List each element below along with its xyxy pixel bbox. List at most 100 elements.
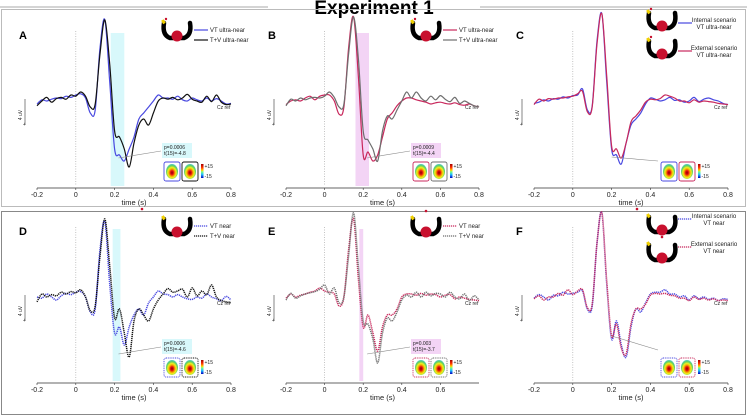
x-tick-label: 0.6 bbox=[436, 192, 446, 199]
colorbar bbox=[698, 360, 701, 374]
legend-label: T+V ultra-near bbox=[459, 38, 498, 44]
scale-bar-sign: + bbox=[272, 318, 275, 324]
colorbar-min-label: -15 bbox=[205, 174, 212, 180]
reference-label: Cz ref bbox=[465, 301, 479, 307]
legend-label-line: Internal scenario bbox=[692, 18, 737, 24]
stats-text: p=0.003 bbox=[413, 341, 431, 347]
series-line-2 bbox=[36, 19, 232, 168]
x-tick-label: 0.8 bbox=[226, 192, 236, 199]
x-tick-label: 0.6 bbox=[436, 387, 446, 394]
stats-text: p=0.0009 bbox=[413, 145, 434, 151]
legend-label-line: VT ultra-near bbox=[697, 53, 732, 59]
x-tick-label: 0.6 bbox=[187, 387, 197, 394]
series-line-1 bbox=[533, 11, 729, 165]
stats-box bbox=[411, 339, 441, 354]
scale-bar-label: 4 uV bbox=[267, 109, 273, 120]
stats-text: t(15)=-4.4 bbox=[413, 151, 435, 157]
legend-label: T+V near bbox=[459, 234, 484, 240]
hand-marker bbox=[646, 241, 651, 247]
x-tick-label: 0.2 bbox=[110, 192, 120, 199]
legend-label: T+V near bbox=[210, 234, 235, 240]
legend-label-line: External scenario bbox=[691, 46, 738, 52]
colorbar bbox=[698, 164, 701, 178]
x-tick-label: 0.8 bbox=[723, 192, 733, 199]
x-axis-label: time (s) bbox=[619, 198, 645, 207]
callout-line bbox=[611, 335, 659, 351]
legend-label-line: External scenario bbox=[691, 242, 738, 248]
x-tick-label: 0.4 bbox=[149, 387, 159, 394]
panel-letter: E bbox=[268, 226, 275, 238]
x-tick-label: -0.2 bbox=[31, 192, 43, 199]
stimulus-dot bbox=[413, 17, 417, 21]
callout-line bbox=[367, 346, 411, 355]
panel-letter: D bbox=[19, 226, 27, 238]
legend-label-line: VT near bbox=[703, 249, 724, 255]
trunk-target bbox=[420, 226, 432, 238]
panel-d: D +4 uV -0.2 0 0.2 0.4 0.6 0.8 time (s) Cz ref VT … bbox=[18, 207, 236, 402]
arm-schematic-icon bbox=[410, 17, 442, 42]
x-tick-label: 0 bbox=[571, 387, 575, 394]
arm-schematic-icon bbox=[161, 17, 193, 42]
panel-a: A +4 uV -0.2 0 0.2 0.4 0.6 0.8 time (s) Cz ref VT … bbox=[18, 17, 249, 207]
series-line-1 bbox=[36, 18, 232, 162]
x-tick-label: 0 bbox=[74, 192, 78, 199]
legend-label-line: Internal scenario bbox=[692, 214, 737, 220]
series-line-1 bbox=[285, 15, 480, 162]
colorbar-min-label: -15 bbox=[454, 174, 461, 180]
hand-marker bbox=[161, 215, 166, 221]
stats-box bbox=[162, 339, 192, 354]
scale-bar-label: 4 uV bbox=[18, 109, 24, 120]
panel-e: E +4 uV -0.2 0 0.2 0.4 0.6 time (s) Cz ref VT nea… bbox=[267, 209, 484, 402]
series-line-2 bbox=[533, 211, 729, 357]
x-tick-label: 0.4 bbox=[646, 387, 656, 394]
arm-schematic-icon bbox=[646, 235, 678, 264]
legend-label-line: VT near bbox=[703, 221, 724, 227]
significance-band bbox=[112, 229, 121, 381]
colorbar-max-label: +15 bbox=[702, 164, 711, 170]
x-tick-label: -0.2 bbox=[528, 387, 540, 394]
scale-bar-sign: + bbox=[520, 318, 523, 324]
series-line-1 bbox=[533, 210, 729, 359]
x-tick-label: -0.2 bbox=[280, 192, 292, 199]
arm-schematic-icon bbox=[140, 207, 193, 238]
hand-marker bbox=[646, 213, 651, 219]
topo-map bbox=[166, 360, 178, 375]
hand-marker bbox=[410, 19, 415, 25]
topo-map bbox=[681, 360, 693, 375]
colorbar bbox=[201, 360, 204, 374]
topo-map bbox=[166, 164, 178, 179]
x-tick-label: 0.4 bbox=[149, 192, 159, 199]
colorbar-min-label: -15 bbox=[702, 174, 709, 180]
legend-label: External scenario VT near bbox=[691, 242, 738, 255]
colorbar-min-label: -15 bbox=[702, 370, 709, 376]
x-tick-label: 0.2 bbox=[110, 387, 120, 394]
legend-label: VT ultra-near bbox=[210, 28, 245, 34]
reference-label: Cz ref bbox=[217, 301, 231, 307]
row-frame-bottom bbox=[1, 211, 746, 415]
panel-letter: C bbox=[516, 30, 524, 42]
trunk-target bbox=[656, 224, 668, 236]
legend-label: VT near bbox=[459, 224, 480, 230]
colorbar-max-label: +15 bbox=[702, 360, 711, 366]
stimulus-dot bbox=[649, 35, 653, 39]
scale-bar-sign: + bbox=[272, 122, 275, 128]
x-tick-label: 0.6 bbox=[684, 387, 694, 394]
colorbar-min-label: -15 bbox=[205, 370, 212, 376]
stimulus-dot bbox=[660, 235, 664, 239]
colorbar bbox=[450, 164, 453, 178]
legend-label-line: VT ultra-near bbox=[697, 25, 732, 31]
trunk-target bbox=[656, 48, 668, 60]
stats-box bbox=[411, 143, 441, 158]
hand-marker bbox=[161, 19, 166, 25]
x-axis-label: time (s) bbox=[370, 393, 396, 402]
topo-map bbox=[415, 164, 427, 179]
stimulus-dot bbox=[424, 209, 428, 213]
x-tick-label: 0.4 bbox=[397, 387, 407, 394]
hand-marker bbox=[646, 9, 651, 15]
panel-b: B +4 uV -0.2 0 0.2 0.4 0.6 0.8 time (s) Cz ref VT … bbox=[267, 15, 498, 207]
arm-schematic-icon bbox=[646, 7, 678, 32]
x-tick-label: 0.2 bbox=[358, 192, 368, 199]
arm-schematic-icon bbox=[410, 209, 442, 238]
callout-line bbox=[118, 346, 162, 355]
x-axis-label: time (s) bbox=[122, 198, 148, 207]
